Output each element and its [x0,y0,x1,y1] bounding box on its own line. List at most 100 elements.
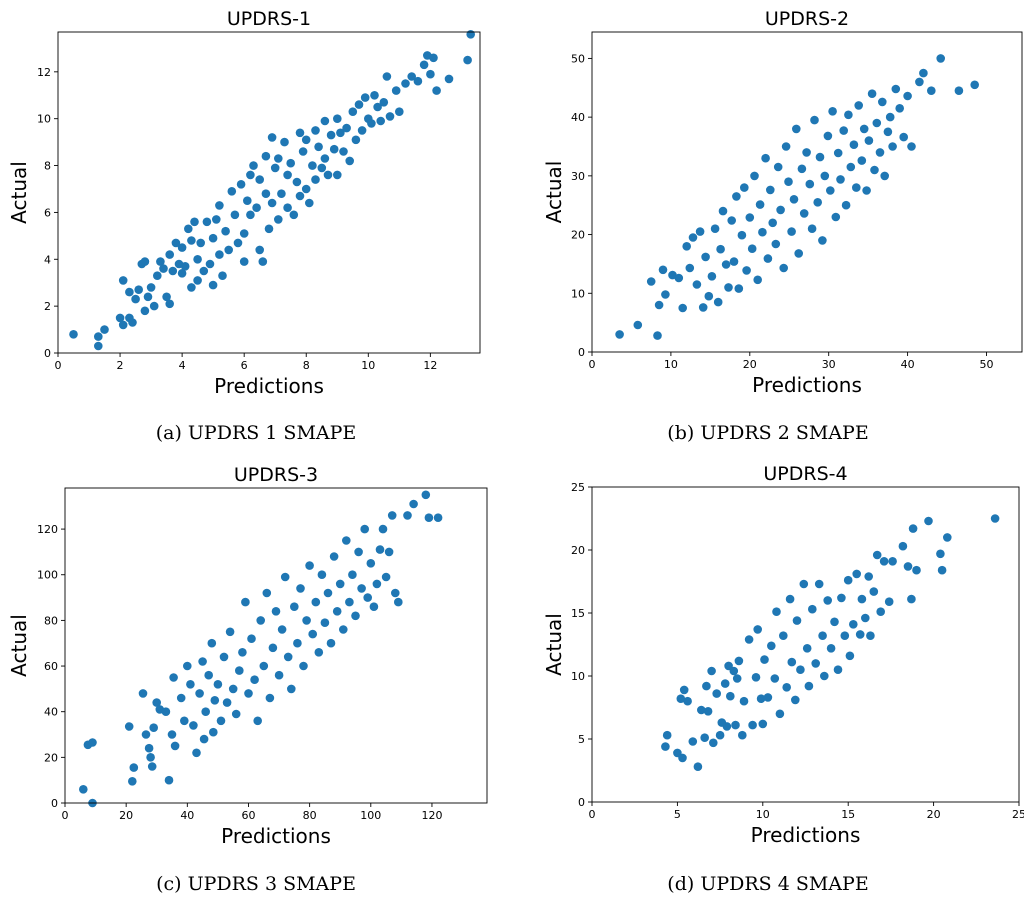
data-point [357,584,366,593]
data-point [189,721,198,730]
chart-title: UPDRS-4 [763,463,847,485]
data-point [653,331,662,340]
data-point [201,707,210,716]
data-point [779,263,788,273]
y-tick-label: 20 [571,229,585,242]
data-point [432,86,441,95]
data-point [351,135,361,145]
data-point [770,674,780,683]
data-point [202,217,212,227]
data-point [367,119,376,128]
data-point [167,730,177,739]
data-point [936,54,945,63]
data-point [872,550,882,560]
data-point [333,114,342,123]
data-point [662,730,672,740]
data-point [186,680,195,689]
scatter-plot: UPDRS-4 0 5 10 15 20 25 0 5 10 15 20 25 Predictions Ac… [542,463,1024,847]
y-tick-label: 50 [571,52,585,65]
data-point [190,217,199,227]
data-point [833,665,843,674]
data-point [713,297,723,307]
data-point [381,572,391,582]
data-point [236,180,246,189]
data-point [289,210,299,220]
data-point [230,210,240,220]
data-point [820,671,829,681]
chart-panel-c: UPDRS-3 0 20 40 60 80 100 120 0 20 40 60 80 100 120 Pre… [0,455,500,870]
x-axis-label: Predictions [214,374,324,398]
data-point [823,596,832,605]
data-point [884,597,894,606]
data-point [688,233,698,242]
data-point [833,148,843,158]
data-point [376,116,386,126]
caption-b: (b) UPDRS 2 SMAPE [667,422,869,444]
data-point [323,588,333,598]
y-tick-label: 10 [571,287,585,300]
data-point [290,602,299,611]
data-point [311,126,320,135]
data-point [792,616,802,625]
data-point [878,97,887,107]
y-tick-label: 80 [44,614,58,627]
data-point [710,224,720,233]
data-point [797,164,807,174]
data-point [421,490,431,500]
data-point [709,738,718,748]
data-point [286,158,296,168]
data-point [342,123,351,133]
data-point [69,330,78,339]
data-point [252,203,261,212]
data-point [171,238,181,248]
x-tick-label: 20 [927,808,941,821]
data-point [228,684,238,694]
data-point [836,175,845,184]
data-point [149,301,159,311]
data-point [208,280,218,290]
data-point [908,524,918,533]
data-point [192,748,201,758]
data-point [403,511,412,520]
data-point [366,559,376,568]
data-point [845,651,855,661]
data-point [676,694,686,703]
x-tick-label: 10 [664,358,678,371]
data-point [345,156,355,166]
data-point [826,644,836,653]
data-point [351,611,360,621]
data-point [88,738,97,747]
data-point [261,151,271,161]
data-point [134,285,143,295]
x-tick-label: 60 [241,809,255,822]
data-point [339,625,348,634]
data-point [354,100,364,109]
data-point [794,249,803,258]
data-point [213,680,223,689]
data-point [760,655,769,664]
data-point [787,227,796,236]
data-point [305,198,314,208]
data-point [298,147,308,156]
data-point [187,236,196,245]
y-tick-label: 30 [571,170,585,183]
data-point [433,513,443,522]
data-point [255,175,264,184]
scatter-plot: UPDRS-2 0 10 20 30 40 50 0 10 20 30 40 50 Predictions… [542,8,1023,397]
chart-panel-d: UPDRS-4 0 5 10 15 20 25 0 5 10 15 20 25 Predictions Ac… [535,455,1024,870]
data-point [170,741,180,751]
data-point [919,68,928,78]
data-point [903,562,913,571]
data-point [180,262,190,271]
data-point [678,753,687,763]
data-point [320,618,330,627]
x-tick-label: 80 [303,809,317,822]
data-point [301,184,311,194]
data-point [429,53,438,63]
y-tick-label: 10 [571,670,585,683]
data-point [907,594,916,604]
data-point [115,313,125,323]
data-point [692,280,702,289]
data-point [274,670,284,680]
data-point [305,561,314,570]
